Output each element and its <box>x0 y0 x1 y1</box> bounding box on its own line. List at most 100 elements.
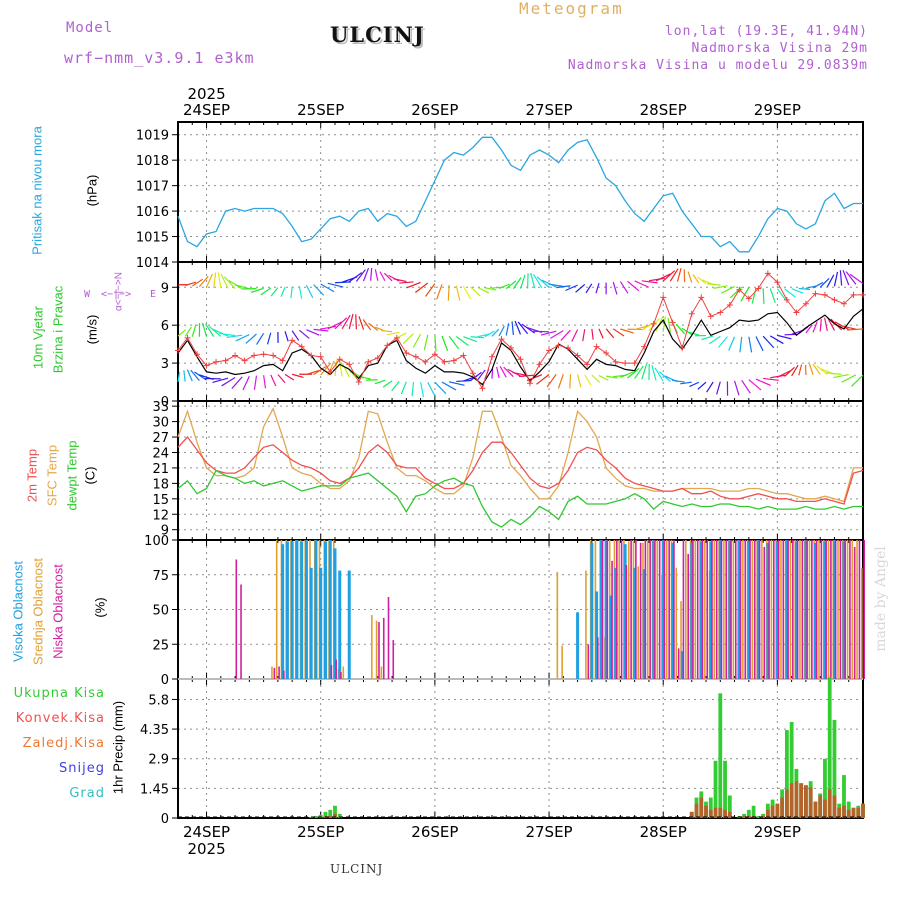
wind-arrow <box>374 269 379 281</box>
cloud-bar-low <box>730 540 732 679</box>
cloud-bar-high <box>314 540 318 679</box>
meteogram-title: Meteogram <box>519 0 624 18</box>
cloud-bar-low <box>863 540 865 679</box>
wind-arrow <box>648 277 665 282</box>
wind-arrow <box>341 362 350 378</box>
compass-row: <−|−> <box>101 289 132 300</box>
wind-arrow <box>505 280 517 290</box>
wind-arrow <box>341 314 351 330</box>
model-elevation: Nadmorska Visina u modelu 29.0839m <box>567 58 868 73</box>
precip-bar-convective <box>765 809 770 818</box>
wind-arrow <box>263 375 267 389</box>
precip-bar-total <box>314 815 318 818</box>
cloud-bar-mid <box>380 666 383 679</box>
cloud-bar-mid <box>846 540 849 679</box>
wind-gust-marker <box>365 358 372 365</box>
cloud-bar-low <box>820 540 823 679</box>
cloud-bar-mid <box>861 567 863 679</box>
y-tick-label: 1018 <box>136 154 169 169</box>
wind-arrow <box>234 284 250 290</box>
wind-arrow <box>231 376 243 389</box>
cloud-bar-high <box>290 541 294 679</box>
wind-arrow <box>598 328 604 339</box>
wind-gust-marker <box>498 336 505 343</box>
wind-gust-marker <box>698 294 705 301</box>
wind-arrow <box>455 285 461 301</box>
wind-arrow <box>620 328 634 334</box>
cloud-bar-high <box>785 540 789 679</box>
wind-gust-marker <box>536 361 543 368</box>
wind-gust-marker <box>802 300 809 307</box>
wind-arrow <box>320 362 332 376</box>
top-year-label: 2025 <box>187 85 225 103</box>
wind-gust-marker <box>336 356 343 363</box>
cloud-bar-high <box>832 540 836 679</box>
precip-bar-convective <box>818 795 823 818</box>
wind-gust-marker <box>346 361 353 368</box>
wind-arrow <box>379 271 386 282</box>
wind-arrow <box>533 330 550 333</box>
wind-arrow <box>491 368 494 379</box>
wind-arrow <box>219 332 236 337</box>
cloud-bar-low <box>739 540 742 679</box>
wind-arrow <box>697 381 707 390</box>
wind-arrow <box>223 276 236 290</box>
wind-speed-line <box>177 308 864 386</box>
elevation: Nadmorska Visina 29m <box>691 41 868 56</box>
cloud-bar-high <box>642 569 646 679</box>
wind-arrow <box>748 336 753 353</box>
wind-arrow <box>517 321 529 335</box>
wind-gust-marker <box>450 357 457 364</box>
precip-bar-total <box>756 815 761 818</box>
wind-arrow <box>849 273 864 285</box>
legend-frozen-rain: Zaledj.Kisa <box>22 736 105 751</box>
wind-arrow <box>355 314 357 330</box>
y-tick-label: 5.8 <box>148 693 169 708</box>
wind-gust-marker <box>308 352 315 359</box>
wind-arrow <box>847 328 864 331</box>
compass-w: W <box>84 289 91 300</box>
wind-arrow <box>306 369 320 375</box>
cloud-bar-low <box>844 540 846 679</box>
precip-bar-total <box>323 811 328 818</box>
cloud-bar-high <box>609 595 613 679</box>
cloud-bar-low <box>235 559 238 679</box>
wind-arrow <box>805 324 813 334</box>
cloud-bar-low <box>782 540 785 679</box>
wind-gust-marker <box>612 358 619 365</box>
wind-arrow <box>689 381 700 388</box>
model-name: wrf−nmm_v3.9.1 e3km <box>64 49 255 67</box>
wind-gust-marker <box>774 279 781 286</box>
precip-bar-total <box>746 809 751 818</box>
precip-bar-convective <box>333 813 337 818</box>
precip-bar-convective <box>794 781 799 818</box>
wind-arrow <box>393 278 407 283</box>
wind-arrow <box>498 325 505 337</box>
cloud-bar-low <box>611 560 613 679</box>
cloud-bar-mid <box>627 541 630 679</box>
precip-bar-total <box>727 795 732 818</box>
cloud-bar-high <box>604 540 608 679</box>
wind-arrow <box>667 317 671 333</box>
wind-gust-marker <box>707 313 714 320</box>
cloud-bar-low <box>658 540 661 679</box>
cloud-bar-high <box>614 567 618 679</box>
wind-arrow <box>671 379 685 383</box>
cloud-bar-low <box>706 540 709 679</box>
cloud-bar-high <box>813 542 817 679</box>
wind-gust-line <box>177 272 863 390</box>
precip-bar-total <box>751 805 756 818</box>
cloud-bar-low <box>806 540 808 679</box>
wind-gust-marker <box>279 357 286 364</box>
dewpt-line <box>177 469 863 528</box>
cloud-bar-mid <box>751 540 754 679</box>
wind-arrow <box>533 273 543 289</box>
cloud-bar-mid <box>780 540 782 679</box>
wind-arrow <box>374 379 386 385</box>
wind-arrow <box>651 365 657 381</box>
wind-arrow <box>824 317 828 332</box>
wind-gust-marker <box>422 358 429 365</box>
wind-arrow <box>595 282 600 294</box>
wind-arrow <box>498 283 510 290</box>
